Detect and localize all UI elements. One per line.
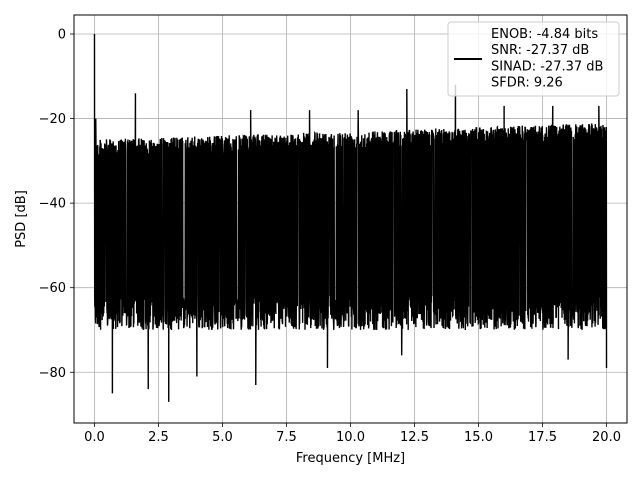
- legend-line: SNR: -27.37 dB: [491, 43, 589, 58]
- y-axis-label: PSD [dB]: [14, 190, 29, 248]
- psd-line: [93, 34, 608, 402]
- x-tick-label: 15.0: [464, 430, 493, 445]
- x-tick-label: 10.0: [336, 430, 365, 445]
- y-tick-label: 0: [58, 28, 66, 43]
- tick-labels: 0.0 2.5 5.0 7.5 10.0 12.5 15.0 17.5 20.0 0 −20 −40 −…: [39, 28, 621, 445]
- x-tick-label: 5.0: [212, 430, 233, 445]
- x-tick-label: 20.0: [592, 430, 621, 445]
- x-tick-label: 17.5: [528, 430, 557, 445]
- tick-marks: [70, 33, 607, 427]
- y-tick-label: −80: [39, 366, 66, 381]
- x-tick-label: 7.5: [276, 430, 297, 445]
- legend: ENOB: -4.84 bits SNR: -27.37 dB SINAD: -27…: [447, 21, 620, 97]
- x-tick-label: 0.0: [84, 430, 105, 445]
- legend-box: [447, 21, 620, 97]
- x-tick-label: 12.5: [400, 430, 429, 445]
- y-tick-label: −40: [39, 197, 66, 212]
- y-tick-label: −60: [39, 281, 66, 296]
- legend-line: ENOB: -4.84 bits: [491, 27, 598, 42]
- legend-line: SINAD: -27.37 dB: [491, 59, 603, 74]
- legend-entry: ENOB: -4.84 bits SNR: -27.37 dB SINAD: -27…: [491, 27, 603, 91]
- psd-series: [93, 34, 608, 402]
- x-axis-label: Frequency [MHz]: [296, 451, 405, 466]
- y-tick-label: −20: [39, 112, 66, 127]
- x-tick-label: 2.5: [148, 430, 169, 445]
- legend-line: SFDR: 9.26: [491, 76, 563, 91]
- plot-frame: [73, 14, 628, 424]
